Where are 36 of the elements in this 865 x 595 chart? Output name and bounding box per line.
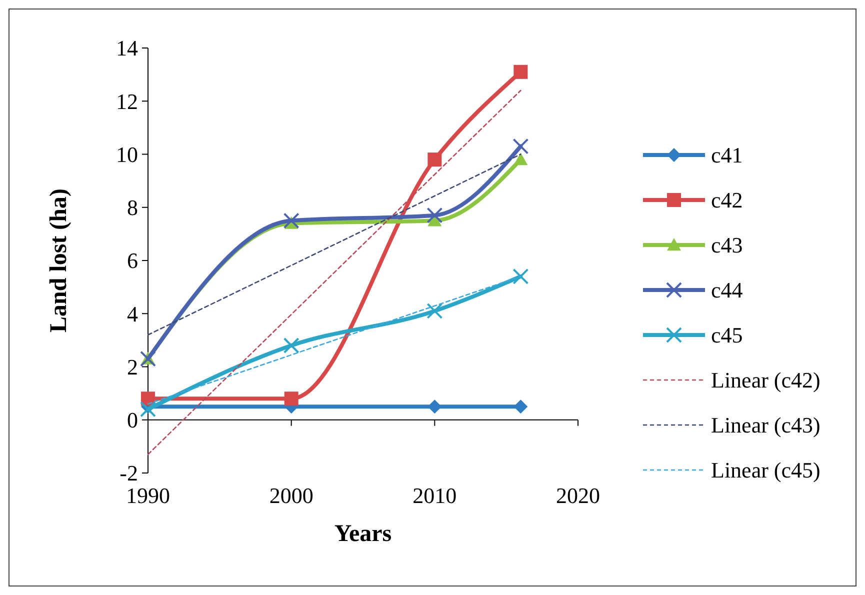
point xyxy=(283,212,300,229)
point xyxy=(514,64,528,79)
legend-label: Linear (c43) xyxy=(711,412,820,438)
point xyxy=(514,400,528,414)
point xyxy=(428,400,442,414)
y-tick-label: -2 xyxy=(120,460,138,486)
y-tick-label: 0 xyxy=(127,408,138,433)
y-axis-title: Land lost (ha) xyxy=(46,188,72,333)
point xyxy=(426,207,443,224)
legend-label: c41 xyxy=(711,142,743,168)
y-tick-label: 14 xyxy=(116,36,138,61)
legend-label: Linear (c42) xyxy=(711,368,820,393)
point xyxy=(514,152,528,166)
x-tick-label: 2020 xyxy=(556,483,600,508)
legend-label: Linear (c45) xyxy=(711,458,820,483)
y-tick-label: 4 xyxy=(127,301,138,326)
legend-label: c43 xyxy=(711,232,743,258)
x-tick-label: 1990 xyxy=(126,483,170,508)
x-tick-label: 2000 xyxy=(269,483,314,508)
x-axis-title: Years xyxy=(334,521,392,547)
y-tick-label: 12 xyxy=(116,88,138,114)
point xyxy=(512,268,529,284)
legend-label: c45 xyxy=(711,322,743,348)
legend-label: c44 xyxy=(711,278,743,303)
y-tick-label: 2 xyxy=(127,354,138,380)
y-tick-label: 8 xyxy=(127,195,138,220)
point xyxy=(140,401,156,418)
y-tick-label: 10 xyxy=(116,142,138,167)
point xyxy=(428,152,442,167)
point xyxy=(426,302,443,319)
point xyxy=(283,338,300,354)
point xyxy=(512,138,529,154)
x-tick-label: 2010 xyxy=(412,483,457,508)
legend-label: c42 xyxy=(711,188,743,213)
point xyxy=(284,392,298,406)
y-tick-label: 6 xyxy=(127,248,138,274)
